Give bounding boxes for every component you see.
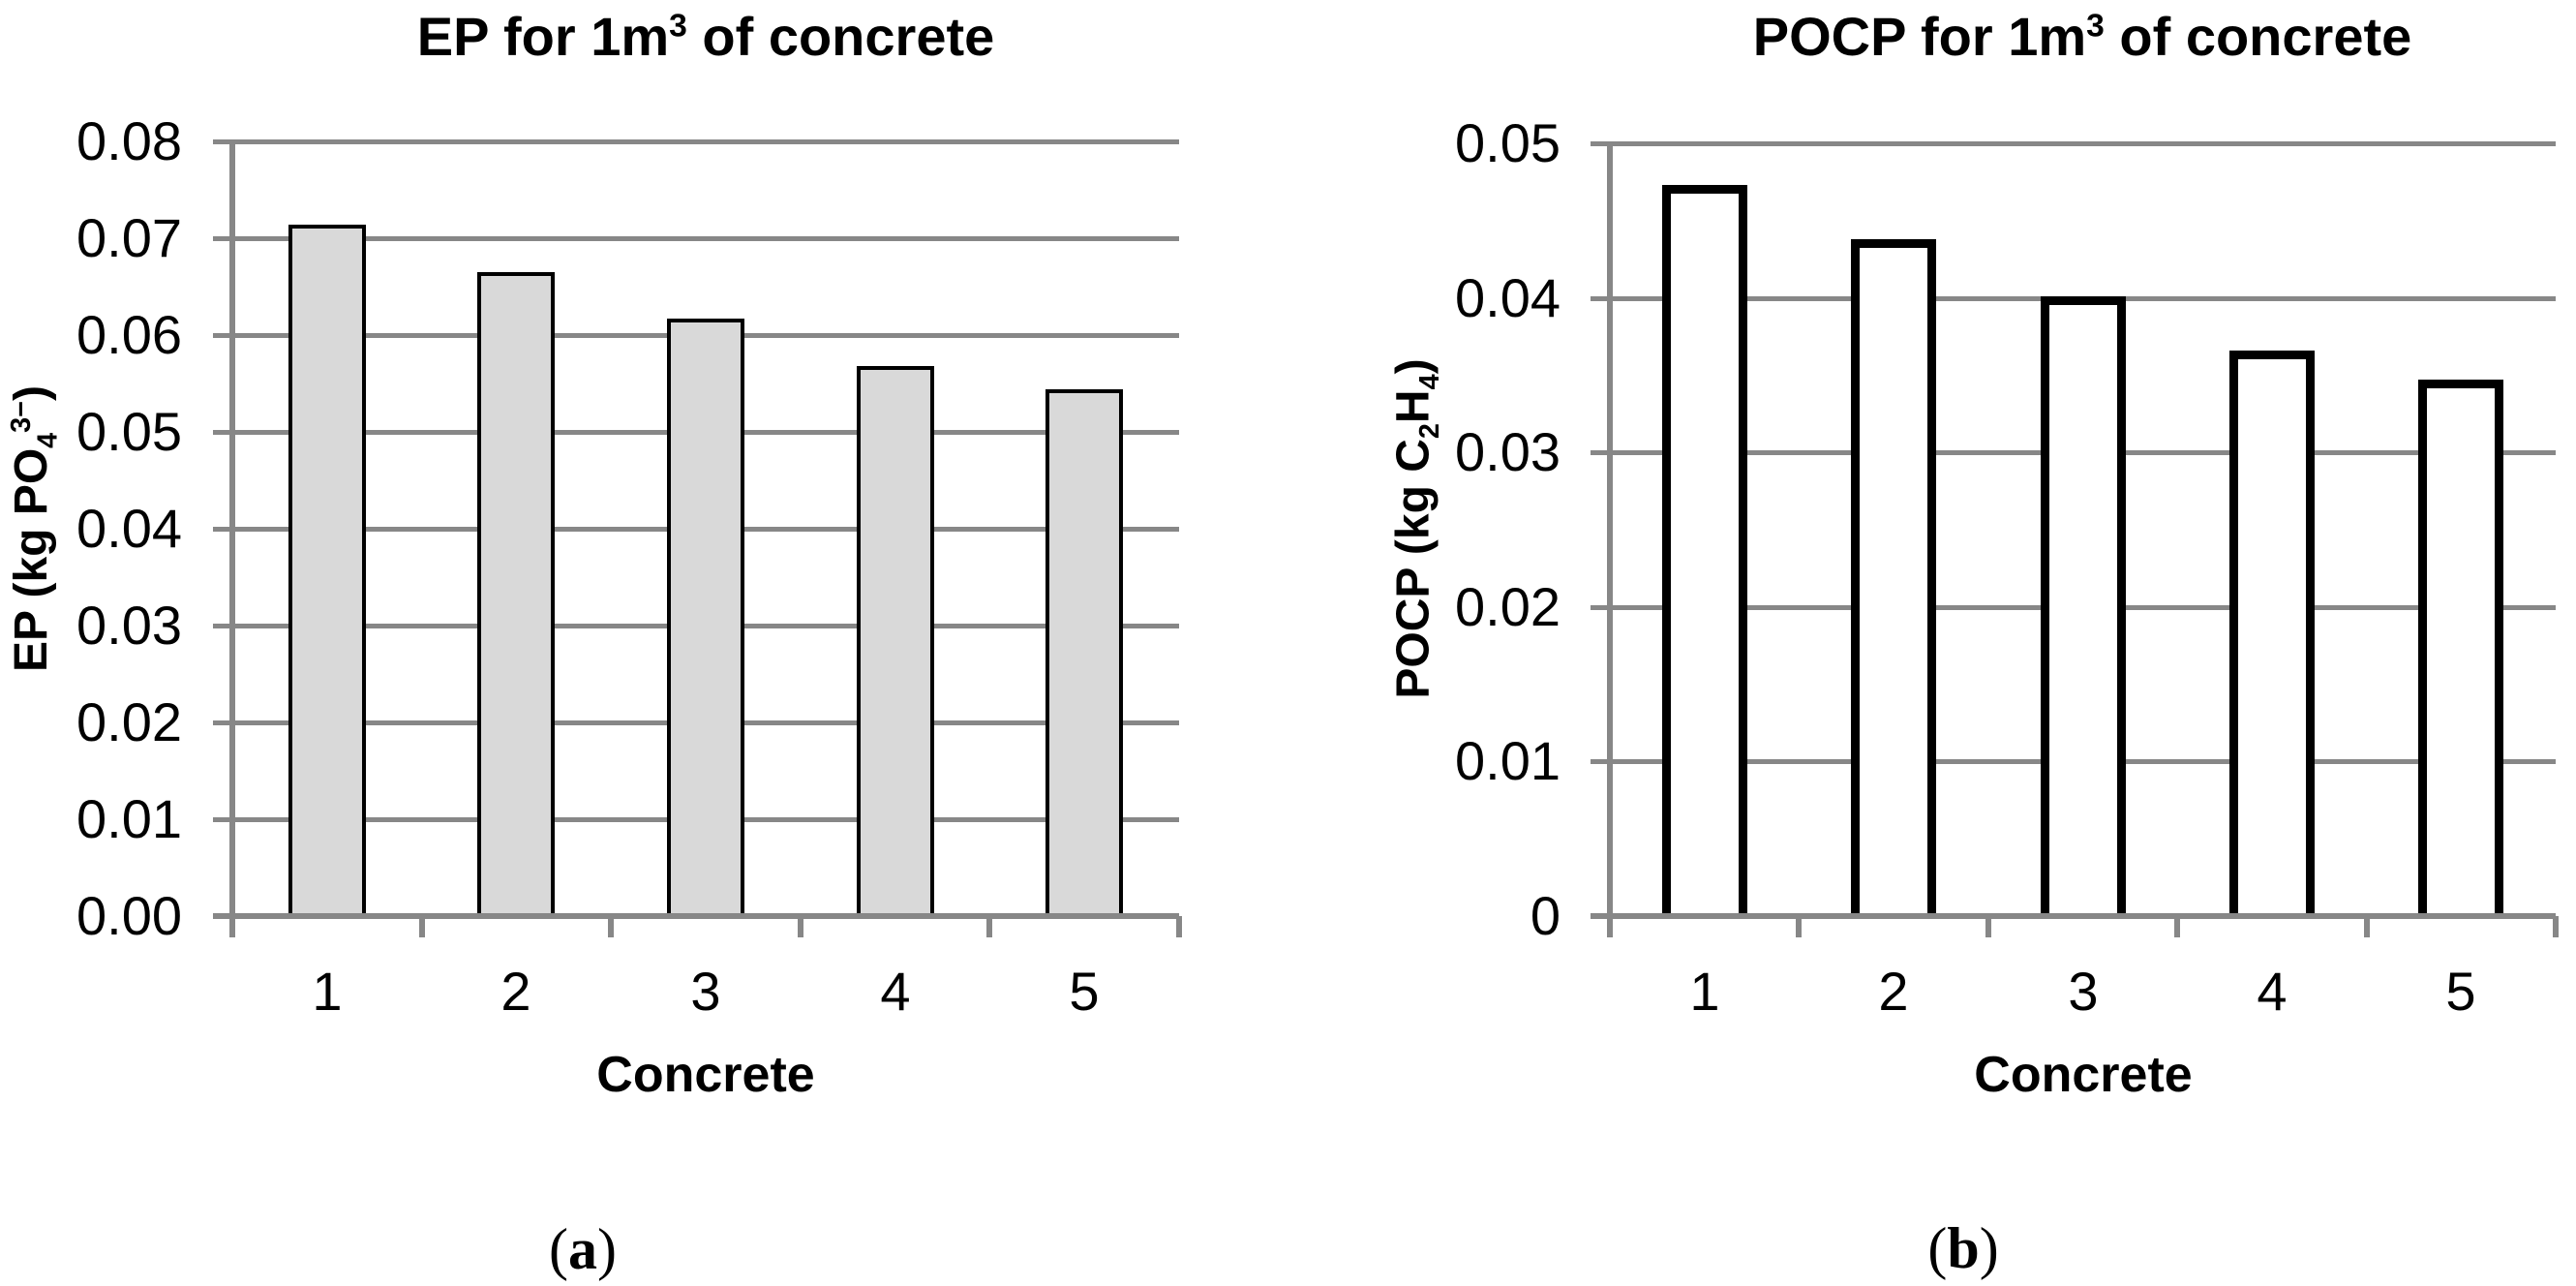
- y-tick-label: 0.01: [76, 788, 182, 849]
- y-tick-label: 0.03: [76, 595, 182, 656]
- x-axis-tick: [608, 916, 614, 937]
- gridline: [1591, 913, 2556, 919]
- text-segment: of concrete: [2104, 6, 2412, 67]
- bar-category-4: [857, 366, 934, 916]
- x-tick-label: 1: [312, 961, 343, 1022]
- bar-category-2: [477, 272, 555, 916]
- gridline: [213, 139, 1179, 144]
- x-tick-label: 5: [1069, 961, 1100, 1022]
- x-axis-tick: [2174, 916, 2180, 937]
- y-tick-label: 0: [1530, 885, 1561, 946]
- bar-category-1: [1662, 185, 1747, 916]
- caption-b: (b): [1927, 1219, 1998, 1277]
- bar-category-3: [667, 319, 744, 916]
- x-tick-label: 2: [1878, 961, 1909, 1022]
- y-tick-label: 0.02: [1455, 576, 1561, 637]
- caption-text: (: [549, 1217, 568, 1281]
- bar-category-3: [2041, 296, 2126, 916]
- y-tick-label: 0.04: [76, 498, 182, 559]
- bar-category-5: [1046, 389, 1123, 916]
- text-segment: 4: [1413, 374, 1445, 390]
- x-tick-label: 4: [2257, 961, 2288, 1022]
- text-segment: EP for 1m: [416, 6, 670, 67]
- text-segment: of concrete: [686, 6, 995, 67]
- caption-text: ): [1979, 1216, 1999, 1280]
- caption-text: b: [1947, 1216, 1980, 1280]
- y-tick-label: 0.06: [76, 304, 182, 365]
- chart-title-b: POCP for 1m3 of concrete: [1753, 10, 2412, 64]
- bar-category-2: [1851, 239, 1936, 916]
- x-tick-label: 3: [690, 961, 721, 1022]
- y-tick-label: 0.02: [76, 691, 182, 752]
- caption-text: a: [568, 1217, 597, 1281]
- x-tick-label: 1: [1689, 961, 1720, 1022]
- text-segment: H: [1387, 389, 1440, 424]
- caption-text: (: [1927, 1216, 1948, 1280]
- x-axis-tick: [2553, 916, 2559, 937]
- x-tick-label: 4: [880, 961, 911, 1022]
- gridline: [213, 236, 1179, 241]
- text-segment: 3: [2086, 8, 2105, 45]
- y-axis-line: [1607, 141, 1613, 937]
- x-axis-tick: [798, 916, 803, 937]
- bar-category-4: [2229, 351, 2315, 916]
- text-segment: ): [1387, 358, 1440, 375]
- bar-category-5: [2418, 380, 2503, 916]
- caption-text: ): [597, 1217, 617, 1281]
- x-tick-label: 5: [2445, 961, 2476, 1022]
- x-axis-label-a: Concrete: [596, 1047, 815, 1103]
- x-tick-label: 2: [500, 961, 531, 1022]
- text-segment: 3: [669, 8, 687, 45]
- chart-title-a: EP for 1m3 of concrete: [417, 10, 995, 64]
- y-tick-label: 0.00: [76, 885, 182, 946]
- y-tick-label: 0.05: [1455, 112, 1561, 173]
- y-tick-label: 0.04: [1455, 267, 1561, 328]
- gridline: [213, 913, 1179, 919]
- text-segment: POCP for 1m: [1752, 6, 2087, 67]
- x-axis-tick: [1176, 916, 1182, 937]
- bar-category-1: [288, 225, 366, 916]
- y-tick-label: 0.01: [1455, 730, 1561, 791]
- caption-a: (a): [549, 1220, 617, 1278]
- x-axis-tick: [419, 916, 425, 937]
- x-axis-label-b: Concrete: [1974, 1047, 2193, 1103]
- text-segment: ): [5, 384, 57, 401]
- x-axis-tick: [1796, 916, 1802, 937]
- x-axis-tick: [2364, 916, 2370, 937]
- y-tick-label: 0.08: [76, 110, 182, 171]
- y-tick-label: 0.03: [1455, 421, 1561, 482]
- x-axis-tick: [1985, 916, 1991, 937]
- y-tick-label: 0.07: [76, 207, 182, 268]
- x-axis-tick: [986, 916, 992, 937]
- x-tick-label: 3: [2068, 961, 2099, 1022]
- y-axis-label-b: POCP (kg C2H4): [1387, 358, 1445, 698]
- y-axis-line: [229, 139, 235, 937]
- gridline: [1591, 141, 2556, 146]
- y-tick-label: 0.05: [76, 401, 182, 462]
